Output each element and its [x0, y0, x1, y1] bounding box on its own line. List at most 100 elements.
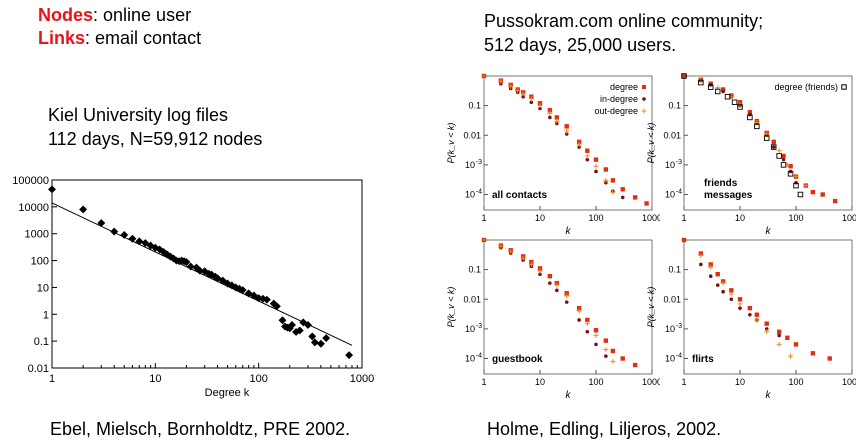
data-point [699, 262, 703, 267]
y-tick-label: 10 [465, 354, 475, 364]
data-point [538, 272, 542, 277]
x-axis-label: k [766, 226, 772, 236]
data-point [594, 342, 598, 347]
y-tick-label: 0.01 [28, 363, 49, 375]
data-point [793, 342, 799, 347]
legend-marker [841, 84, 847, 90]
data-point [787, 171, 794, 177]
y-tick-label: 100000 [12, 175, 49, 187]
data-point [721, 89, 725, 94]
data-point [715, 272, 720, 277]
x-tick-label: 1000 [842, 377, 856, 387]
data-point [698, 79, 704, 86]
data-point [747, 114, 753, 121]
data-point [529, 100, 534, 105]
data-point [610, 178, 616, 183]
y-tick-label: 10 [665, 190, 675, 200]
data-point [632, 195, 638, 200]
y-tick-exponent: -3 [676, 159, 682, 166]
legend-marker [642, 85, 646, 89]
data-point [620, 195, 625, 200]
data-point [797, 191, 804, 198]
plot-frame [483, 239, 653, 375]
data-point [747, 305, 753, 311]
data-point [620, 356, 625, 361]
data-point [521, 94, 525, 99]
data-point [764, 321, 769, 326]
data-point [548, 115, 552, 120]
data-point [738, 306, 742, 310]
data-point [537, 266, 543, 271]
y-tick-label: 10 [665, 160, 675, 170]
data-point [681, 237, 687, 243]
data-point [770, 144, 777, 150]
legend-marker [642, 97, 646, 101]
data-point [308, 332, 317, 341]
data-point [564, 291, 569, 296]
data-point [548, 281, 552, 285]
data-point [585, 148, 590, 153]
data-point [110, 227, 119, 236]
x-tick-label: 1000 [350, 373, 374, 385]
data-point [278, 316, 287, 325]
x-axis-label: k [566, 226, 572, 236]
data-point [793, 182, 799, 189]
right-citation: Holme, Edling, Liljeros, 2002. [487, 419, 722, 439]
data-point [754, 123, 760, 130]
data-point [564, 124, 569, 129]
y-tick-label: 10 [465, 324, 475, 334]
data-point [644, 201, 649, 206]
data-point [781, 153, 786, 159]
data-point [97, 219, 106, 227]
kiel-degree-chart: 1 10 100 1000 0.01 0.1 1 10 100 1000 10000 100000 De… [12, 175, 374, 399]
data-point [747, 109, 753, 115]
panel-title: guestbook [492, 354, 543, 365]
x-tick-label: 1 [681, 213, 686, 223]
data-point [820, 192, 825, 197]
nodes-key: Nodes [38, 5, 94, 25]
y-tick-label: 0.1 [668, 101, 681, 111]
left-citation: Ebel, Mielsch, Bornholdtz, PRE 2002. [50, 419, 351, 439]
data-point [707, 84, 714, 90]
nodes-value: : online user [93, 5, 192, 25]
data-point [604, 354, 608, 358]
data-point [295, 326, 304, 335]
x-tick-label: 10 [735, 377, 745, 387]
y-axis-label: P(k_v < k) [446, 123, 456, 164]
y-tick-label: 1 [43, 309, 49, 321]
data-point [780, 162, 787, 168]
data-point [304, 321, 312, 329]
data-point [708, 274, 713, 278]
data-point [715, 283, 720, 287]
data-point [603, 167, 609, 172]
x-tick-label: 100 [588, 213, 603, 223]
panel-title: all contacts [492, 190, 547, 201]
data-point [585, 157, 590, 162]
data-point [737, 297, 743, 302]
data-point [238, 286, 247, 294]
data-point [764, 327, 769, 331]
links-value: : email contact [85, 28, 202, 48]
plot-frame [683, 75, 853, 211]
data-point [681, 73, 687, 79]
y-tick-label: 0.01 [663, 294, 681, 304]
data-point [593, 328, 599, 333]
y-tick-label: 0.01 [663, 130, 681, 140]
data-point [737, 104, 743, 110]
data-point [748, 312, 752, 317]
data-point [547, 273, 553, 279]
x-tick-label: 10 [149, 373, 161, 385]
y-tick-exponent: -3 [676, 323, 682, 330]
x-tick-label: 1 [481, 377, 486, 387]
right-title: Pussokram.com online community; [484, 11, 764, 31]
y-axis-label: P(k_v < k) [646, 123, 656, 164]
legend-label: degree [610, 82, 638, 92]
data-point [262, 295, 271, 304]
data-point [708, 262, 713, 267]
data-point [777, 333, 781, 338]
data-point [731, 99, 738, 106]
panel-title: flirts [692, 354, 714, 365]
x-axis-label: Degree k [205, 387, 250, 399]
